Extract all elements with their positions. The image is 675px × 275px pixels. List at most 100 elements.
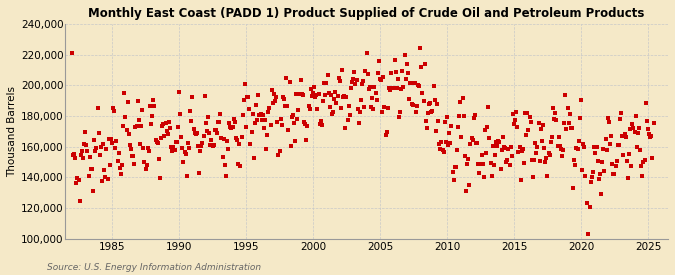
- Point: [224, 120, 235, 125]
- Point: [76, 149, 87, 153]
- Point: [97, 179, 107, 184]
- Point: [158, 121, 169, 126]
- Point: [450, 164, 460, 169]
- Point: [462, 161, 472, 166]
- Point: [589, 145, 600, 149]
- Point: [547, 105, 558, 110]
- Point: [130, 125, 141, 130]
- Point: [227, 125, 238, 129]
- Point: [124, 132, 134, 136]
- Point: [612, 159, 622, 163]
- Point: [223, 147, 234, 151]
- Point: [383, 106, 394, 110]
- Point: [347, 80, 358, 84]
- Point: [153, 156, 164, 161]
- Point: [392, 77, 403, 82]
- Point: [301, 138, 312, 142]
- Point: [554, 144, 565, 148]
- Point: [322, 72, 333, 77]
- Point: [127, 154, 138, 158]
- Point: [438, 150, 449, 155]
- Point: [622, 159, 632, 163]
- Point: [528, 174, 539, 179]
- Point: [291, 92, 302, 97]
- Point: [132, 99, 143, 103]
- Point: [398, 85, 409, 89]
- Point: [597, 160, 608, 164]
- Point: [479, 128, 490, 132]
- Point: [423, 111, 433, 115]
- Point: [412, 83, 423, 87]
- Point: [204, 131, 215, 136]
- Point: [408, 103, 419, 108]
- Point: [467, 138, 478, 142]
- Point: [526, 158, 537, 163]
- Point: [83, 174, 94, 178]
- Point: [533, 120, 544, 125]
- Point: [192, 144, 203, 148]
- Point: [265, 123, 276, 127]
- Point: [566, 126, 577, 130]
- Point: [81, 142, 92, 147]
- Point: [80, 130, 90, 134]
- Point: [394, 115, 404, 119]
- Point: [120, 115, 131, 119]
- Point: [624, 127, 635, 131]
- Point: [560, 92, 571, 97]
- Point: [155, 176, 165, 180]
- Point: [272, 119, 283, 124]
- Point: [468, 116, 479, 120]
- Point: [323, 90, 334, 95]
- Point: [460, 153, 470, 158]
- Point: [473, 162, 484, 166]
- Point: [257, 113, 268, 118]
- Point: [441, 114, 452, 119]
- Point: [407, 102, 418, 106]
- Point: [434, 142, 445, 146]
- Point: [646, 134, 657, 138]
- Point: [360, 68, 371, 73]
- Point: [364, 85, 375, 89]
- Point: [450, 165, 461, 169]
- Point: [421, 119, 431, 123]
- Point: [267, 101, 278, 106]
- Point: [110, 146, 121, 150]
- Point: [477, 161, 488, 166]
- Point: [236, 135, 247, 139]
- Point: [591, 145, 602, 150]
- Point: [481, 151, 491, 156]
- Point: [208, 143, 219, 147]
- Point: [525, 120, 536, 124]
- Point: [66, 51, 77, 55]
- Point: [369, 85, 380, 89]
- Point: [315, 119, 326, 123]
- Point: [342, 118, 353, 122]
- Point: [340, 126, 351, 131]
- Point: [641, 119, 652, 123]
- Point: [599, 169, 610, 174]
- Point: [445, 141, 456, 145]
- Point: [573, 139, 584, 143]
- Point: [550, 110, 561, 115]
- Point: [276, 123, 287, 128]
- Point: [308, 85, 319, 89]
- Point: [294, 92, 305, 96]
- Point: [300, 122, 310, 127]
- Point: [630, 114, 641, 118]
- Point: [95, 144, 106, 149]
- Point: [303, 104, 314, 108]
- Point: [453, 125, 464, 130]
- Point: [520, 111, 531, 116]
- Point: [645, 135, 655, 140]
- Point: [610, 163, 621, 168]
- Point: [329, 97, 340, 101]
- Point: [327, 112, 338, 116]
- Point: [549, 117, 560, 121]
- Point: [504, 163, 515, 167]
- Point: [315, 122, 325, 126]
- Point: [348, 76, 358, 81]
- Point: [627, 122, 638, 127]
- Point: [279, 97, 290, 101]
- Point: [571, 146, 582, 150]
- Point: [447, 170, 458, 174]
